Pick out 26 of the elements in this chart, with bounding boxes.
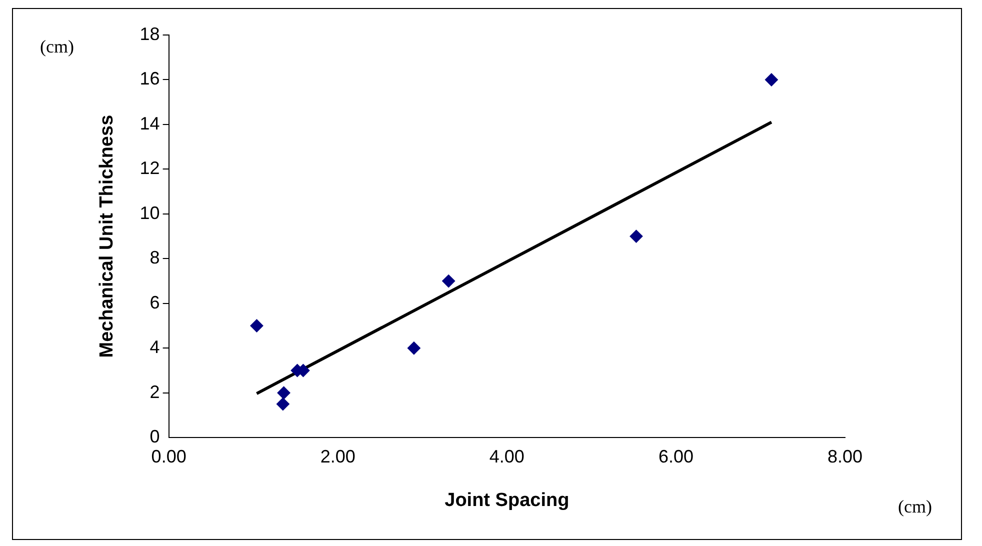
y-tick-label: 12 [140,158,160,178]
y-tick-label: 10 [140,202,160,223]
x-tick-label: 4.00 [489,446,524,466]
x-tick-label: 0.00 [151,446,186,466]
point [630,230,643,243]
x-tick-label: 8.00 [827,446,863,466]
y-tick-label: 18 [140,24,160,44]
y-tick-label: 16 [140,68,160,89]
point [442,274,456,288]
point [277,386,290,400]
y-tick-label: 6 [150,292,160,312]
y-tick-label: 2 [150,382,160,402]
x-tick-label: 2.00 [320,446,356,466]
y-axis-title: Mechanical Unit Thickness [96,114,118,358]
y-tick-label: 4 [150,337,160,358]
point [276,398,290,411]
text: (cm) [40,36,74,57]
x-tick-label: 6.00 [658,446,694,466]
x-axis-title: Joint Spacing [444,490,570,511]
point [764,73,778,86]
point [250,319,264,332]
y-tick-label: 14 [140,113,160,134]
y-tick-label: 0 [150,426,160,447]
y-tick-label: 8 [150,248,160,268]
point [407,342,420,355]
text: (cm) [898,496,932,517]
